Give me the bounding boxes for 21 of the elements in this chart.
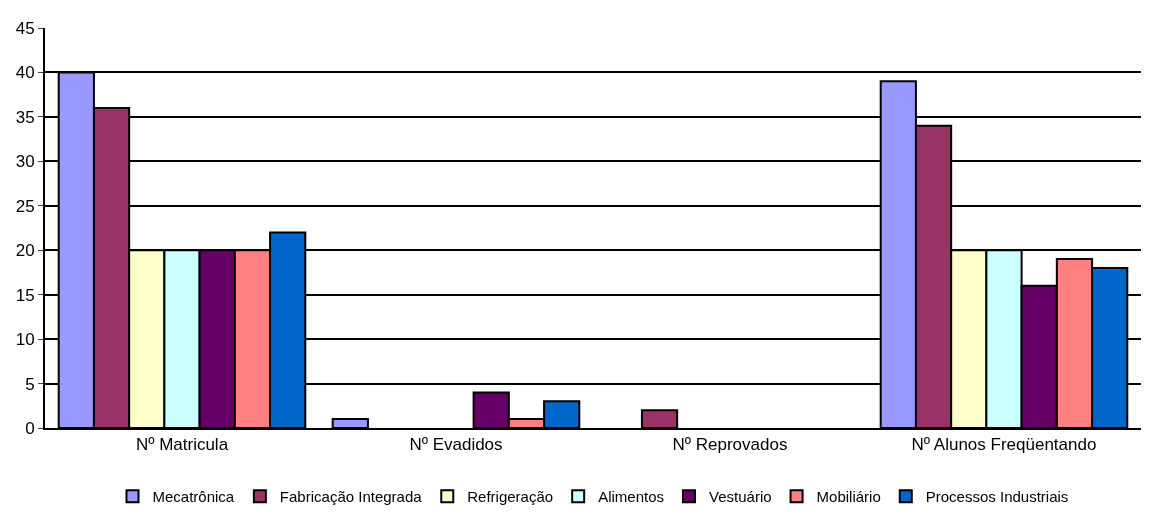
- y-tick-label: 35: [15, 107, 35, 127]
- legend-label: Mobiliário: [816, 488, 881, 506]
- y-tick-label: 30: [15, 152, 35, 172]
- y-tick-label: 10: [15, 330, 35, 350]
- y-tick-label: 5: [25, 374, 35, 394]
- x-tick-label: Nº Reprovados: [672, 435, 788, 455]
- legend-label: Fabricação Integrada: [279, 488, 423, 506]
- legend-label: Vestuário: [709, 488, 772, 506]
- y-tick-label: 40: [15, 63, 35, 83]
- legend-label: Processos Industriais: [925, 488, 1069, 506]
- y-tick-label: 20: [15, 241, 35, 261]
- legend-label: Mecatrônica: [152, 488, 235, 506]
- y-tick-label: 15: [15, 285, 35, 305]
- legend-label: Refrigeração: [467, 488, 554, 506]
- x-tick-label: Nº Matricula: [135, 435, 229, 455]
- y-tick-label: 45: [15, 18, 35, 38]
- x-tick-label: Nº Alunos Freqüentando: [911, 435, 1097, 455]
- y-tick-label: 25: [15, 196, 35, 216]
- y-tick-label: 0: [25, 418, 35, 438]
- x-tick-label: Nº Evadidos: [409, 435, 503, 455]
- legend-label: Alimentos: [598, 488, 665, 506]
